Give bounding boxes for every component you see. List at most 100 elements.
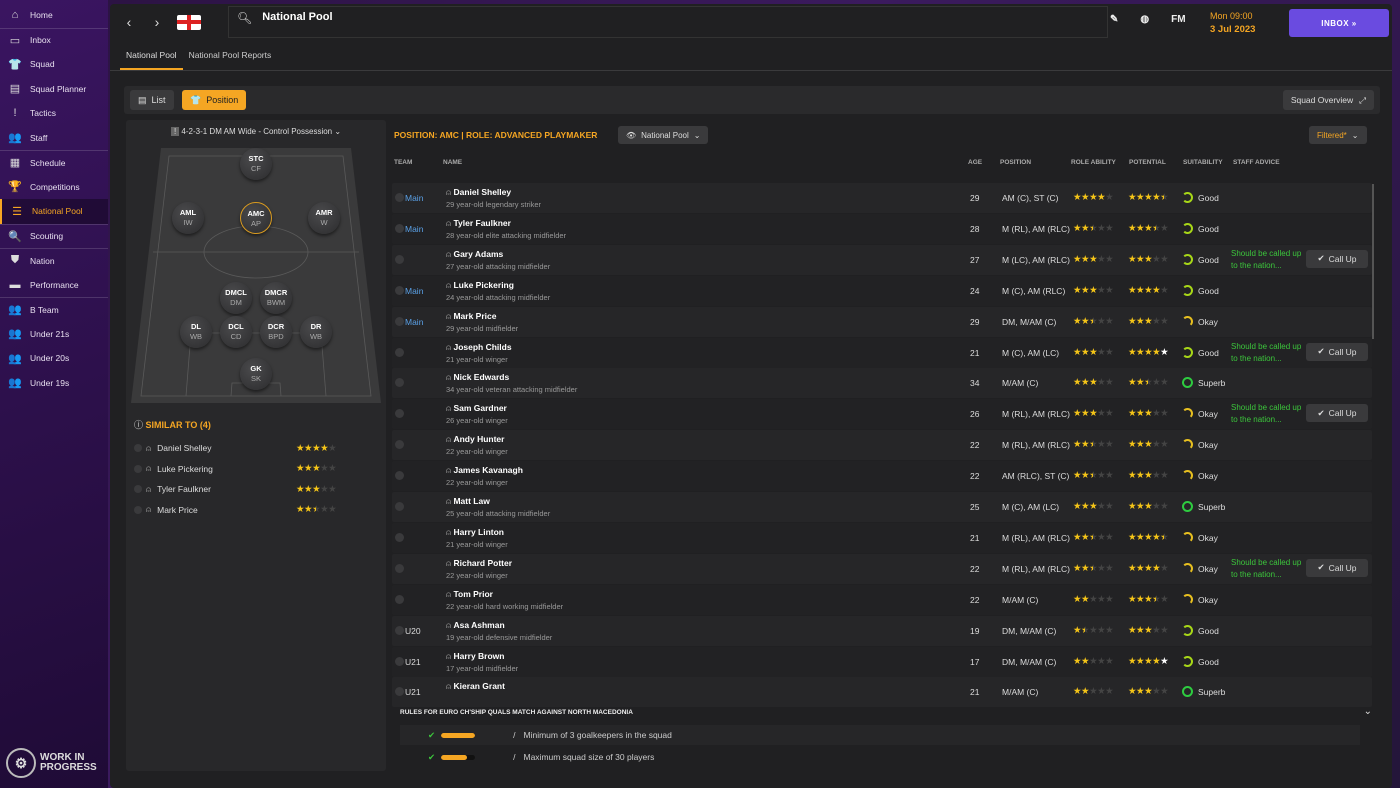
sidebar-item-squad[interactable]: 👕 Squad	[0, 52, 108, 77]
squad-overview-button[interactable]: Squad Overview ⤢	[1282, 90, 1374, 110]
select-checkbox[interactable]	[395, 563, 404, 573]
select-checkbox[interactable]	[395, 347, 404, 357]
table-row[interactable]: ⍝ Joseph Childs 21 year-old winger 21 M …	[392, 337, 1372, 368]
position-slot-amc[interactable]: AMC AP	[240, 202, 272, 234]
player-name-link[interactable]: ⍝ Joseph Childs	[446, 342, 512, 353]
sidebar-item-nation[interactable]: ⛊ Nation	[0, 248, 108, 273]
tab-national-pool-reports[interactable]: National Pool Reports	[188, 50, 272, 60]
player-name-link[interactable]: ⍝ Richard Potter	[446, 558, 512, 569]
player-name-link[interactable]: ⍝ Tom Prior	[446, 589, 493, 600]
search-bar[interactable]: 🔍︎ National Pool	[228, 6, 1108, 38]
position-slot-dmcr[interactable]: DMCR BWM	[260, 282, 292, 314]
select-checkbox[interactable]	[395, 532, 404, 542]
column-header-name[interactable]: NAME	[443, 159, 463, 166]
select-checkbox[interactable]	[395, 440, 404, 450]
sidebar-item-tactics[interactable]: ! Tactics	[0, 101, 108, 126]
player-name-link[interactable]: ⍝ Andy Hunter	[446, 434, 504, 445]
call-up-button[interactable]: ✔ Call Up	[1306, 249, 1368, 268]
sidebar-item-scouting[interactable]: 🔍 Scouting	[0, 223, 108, 249]
player-name-link[interactable]: ⍝ Harry Brown	[446, 651, 504, 662]
player-name-link[interactable]: ⍝ Matt Law	[446, 496, 490, 507]
select-radio[interactable]	[134, 464, 142, 473]
sidebar-item-b-team[interactable]: 👥 B Team	[0, 297, 108, 322]
select-checkbox[interactable]	[395, 687, 404, 697]
table-row[interactable]: ⍝ Andy Hunter 22 year-old winger 22 M (R…	[392, 430, 1372, 461]
table-row[interactable]: ⍝ James Kavanagh 22 year-old winger 22 A…	[392, 461, 1372, 492]
column-header-role-ability[interactable]: ROLE ABILITY	[1071, 159, 1116, 166]
similar-player[interactable]: ⍝ Luke Pickering ★★★★★	[134, 459, 379, 479]
sidebar-item-under-21s[interactable]: 👥 Under 21s	[0, 322, 108, 347]
player-name-link[interactable]: ⍝ Luke Pickering	[446, 280, 514, 291]
select-radio[interactable]	[134, 444, 142, 452]
select-checkbox[interactable]	[395, 502, 404, 511]
table-row[interactable]: Main ⍝ Mark Price 29 year-old midfielder…	[392, 306, 1372, 337]
column-header-potential[interactable]: POTENTIAL	[1129, 159, 1166, 166]
similar-player[interactable]: ⍝ Daniel Shelley ★★★★★	[134, 438, 379, 458]
column-header-team[interactable]: TEAM	[394, 159, 413, 166]
column-header-position[interactable]: POSITION	[1000, 159, 1032, 166]
edit-icon[interactable]: ✎	[1110, 14, 1119, 25]
sidebar-item-under-19s[interactable]: 👥 Under 19s	[0, 371, 108, 396]
position-slot-dl[interactable]: DL WB	[180, 316, 212, 348]
inbox-continue-button[interactable]: INBOX »	[1289, 9, 1389, 37]
table-row[interactable]: ⍝ Matt Law 25 year-old attacking midfiel…	[392, 492, 1372, 522]
position-view-button[interactable]: 👕 Position	[182, 90, 247, 110]
sidebar-item-staff[interactable]: 👥 Staff	[0, 126, 108, 151]
sidebar-item-under-20s[interactable]: 👥 Under 20s	[0, 346, 108, 371]
similar-player[interactable]: ⍝ Mark Price ★★★★★	[134, 500, 379, 520]
player-name-link[interactable]: ⍝ Nick Edwards	[446, 372, 509, 383]
table-row[interactable]: U21 ⍝ Harry Brown 17 year-old midfielder…	[392, 646, 1372, 677]
fm-button[interactable]: FM	[1171, 14, 1186, 25]
select-checkbox[interactable]	[395, 193, 404, 202]
similar-player[interactable]: ⍝ Tyler Faulkner ★★★★★	[134, 479, 379, 499]
sidebar-item-performance[interactable]: ▬ Performance	[0, 273, 108, 298]
scrollbar[interactable]	[1372, 184, 1374, 339]
select-checkbox[interactable]	[395, 594, 404, 604]
table-row[interactable]: U20 ⍝ Asa Ashman 19 year-old defensive m…	[392, 615, 1372, 646]
list-view-button[interactable]: ▤ List	[130, 90, 174, 110]
player-name-link[interactable]: ⍝ Gary Adams	[446, 249, 503, 260]
player-name-link[interactable]: ⍝ Asa Ashman	[446, 620, 505, 631]
back-button[interactable]: ‹	[126, 14, 132, 30]
select-checkbox[interactable]	[395, 316, 404, 326]
sidebar-item-schedule[interactable]: ▦ Schedule	[0, 150, 108, 175]
position-slot-gk[interactable]: GK SK	[240, 358, 272, 390]
forward-button[interactable]: ›	[154, 14, 160, 30]
select-radio[interactable]	[134, 485, 142, 493]
call-up-button[interactable]: ✔ Call Up	[1306, 342, 1368, 361]
table-row[interactable]: Main ⍝ Tyler Faulkner 28 year-old elite …	[392, 213, 1372, 244]
player-name-link[interactable]: ⍝ Kieran Grant	[446, 681, 505, 692]
filtered-dropdown[interactable]: Filtered* ⌄	[1309, 126, 1367, 144]
position-slot-dcr[interactable]: DCR BPD	[260, 316, 292, 348]
select-checkbox[interactable]	[395, 409, 404, 419]
position-slot-aml[interactable]: AML IW	[172, 202, 204, 234]
table-row[interactable]: ⍝ Richard Potter 22 year-old winger 22 M…	[392, 553, 1372, 584]
player-name-link[interactable]: ⍝ Daniel Shelley	[446, 187, 511, 198]
position-slot-dcl[interactable]: DCL CD	[220, 316, 252, 348]
table-row[interactable]: ⍝ Gary Adams 27 year-old attacking midfi…	[392, 244, 1372, 275]
player-name-link[interactable]: ⍝ Tyler Faulkner	[446, 218, 511, 229]
select-checkbox[interactable]	[395, 656, 404, 666]
formation-selector[interactable]: ! 4-2-3-1 DM AM Wide - Control Possessio…	[126, 127, 386, 136]
chevron-down-icon[interactable]: ⌄	[1363, 706, 1372, 717]
sidebar-item-home[interactable]: ⌂ Home	[0, 3, 108, 28]
sidebar-item-national-pool[interactable]: ☰ National Pool	[0, 199, 108, 224]
column-header-staff-advice[interactable]: STAFF ADVICE	[1233, 159, 1280, 166]
table-row[interactable]: ⍝ Nick Edwards 34 year-old veteran attac…	[392, 368, 1372, 399]
table-row[interactable]: Main ⍝ Luke Pickering 24 year-old attack…	[392, 275, 1372, 306]
player-name-link[interactable]: ⍝ Harry Linton	[446, 527, 504, 538]
table-row[interactable]: ⍝ Sam Gardner 26 year-old winger 26 M (R…	[392, 399, 1372, 430]
select-checkbox[interactable]	[395, 285, 404, 295]
select-checkbox[interactable]	[395, 625, 404, 635]
call-up-button[interactable]: ✔ Call Up	[1306, 404, 1368, 423]
column-header-age[interactable]: AGE	[968, 159, 983, 166]
select-checkbox[interactable]	[395, 254, 404, 264]
view-filter-dropdown[interactable]: 👁︎ National Pool ⌄	[618, 126, 709, 144]
player-name-link[interactable]: ⍝ James Kavanagh	[446, 465, 523, 476]
sidebar-item-competitions[interactable]: 🏆 Competitions	[0, 175, 108, 200]
table-row[interactable]: ⍝ Harry Linton 21 year-old winger 21 M (…	[392, 522, 1372, 553]
call-up-button[interactable]: ✔ Call Up	[1306, 558, 1368, 577]
table-row[interactable]: Main ⍝ Daniel Shelley 29 year-old legend…	[392, 183, 1372, 213]
sidebar-item-inbox[interactable]: ▭ Inbox	[0, 27, 108, 53]
tab-national-pool[interactable]: National Pool	[120, 44, 183, 70]
